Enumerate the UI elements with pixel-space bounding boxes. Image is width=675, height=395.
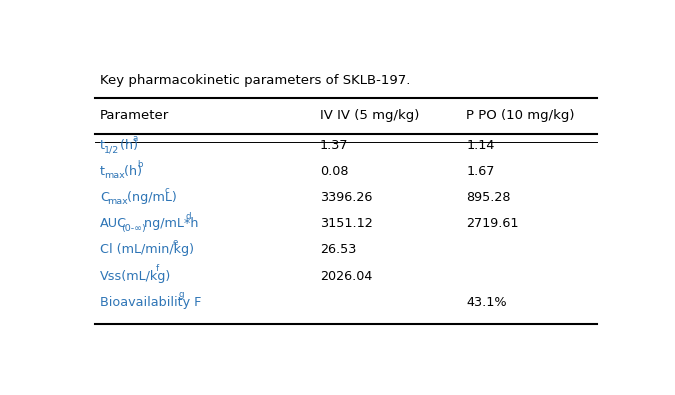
Text: ng/mL*h: ng/mL*h [140, 217, 198, 230]
Text: (ng/mL): (ng/mL) [123, 191, 177, 204]
Text: max: max [107, 198, 128, 207]
Text: Parameter: Parameter [100, 109, 169, 122]
Text: (0-∞): (0-∞) [121, 224, 146, 233]
Text: 26.53: 26.53 [320, 243, 356, 256]
Text: AUC: AUC [100, 217, 127, 230]
Text: t: t [100, 165, 105, 178]
Text: Bioavailability F: Bioavailability F [100, 296, 201, 309]
Text: max: max [104, 171, 125, 180]
Text: 1.37: 1.37 [320, 139, 348, 152]
Text: f: f [155, 264, 159, 273]
Text: 1/2: 1/2 [104, 145, 119, 154]
Text: 2719.61: 2719.61 [466, 217, 519, 230]
Text: 0.08: 0.08 [320, 165, 348, 178]
Text: P PO (10 mg/kg): P PO (10 mg/kg) [466, 109, 574, 122]
Text: 3396.26: 3396.26 [320, 191, 372, 204]
Text: Key pharmacokinetic parameters of SKLB-197.: Key pharmacokinetic parameters of SKLB-1… [100, 74, 410, 87]
Text: Cl (mL/min/kg): Cl (mL/min/kg) [100, 243, 194, 256]
Text: (h): (h) [120, 165, 142, 178]
Text: 1.14: 1.14 [466, 139, 495, 152]
Text: 2026.04: 2026.04 [320, 270, 372, 282]
Text: 3151.12: 3151.12 [320, 217, 373, 230]
Text: b: b [137, 160, 142, 169]
Text: d: d [186, 212, 191, 221]
Text: Vss(mL/kg): Vss(mL/kg) [100, 270, 171, 282]
Text: 43.1%: 43.1% [466, 296, 507, 309]
Text: C: C [100, 191, 109, 204]
Text: c: c [165, 186, 169, 195]
Text: a: a [133, 134, 138, 143]
Text: 895.28: 895.28 [466, 191, 511, 204]
Text: IV IV (5 mg/kg): IV IV (5 mg/kg) [320, 109, 419, 122]
Text: (h): (h) [116, 139, 138, 152]
Text: 1.67: 1.67 [466, 165, 495, 178]
Text: g: g [179, 290, 184, 299]
Text: t: t [100, 139, 105, 152]
Text: e: e [173, 238, 178, 247]
